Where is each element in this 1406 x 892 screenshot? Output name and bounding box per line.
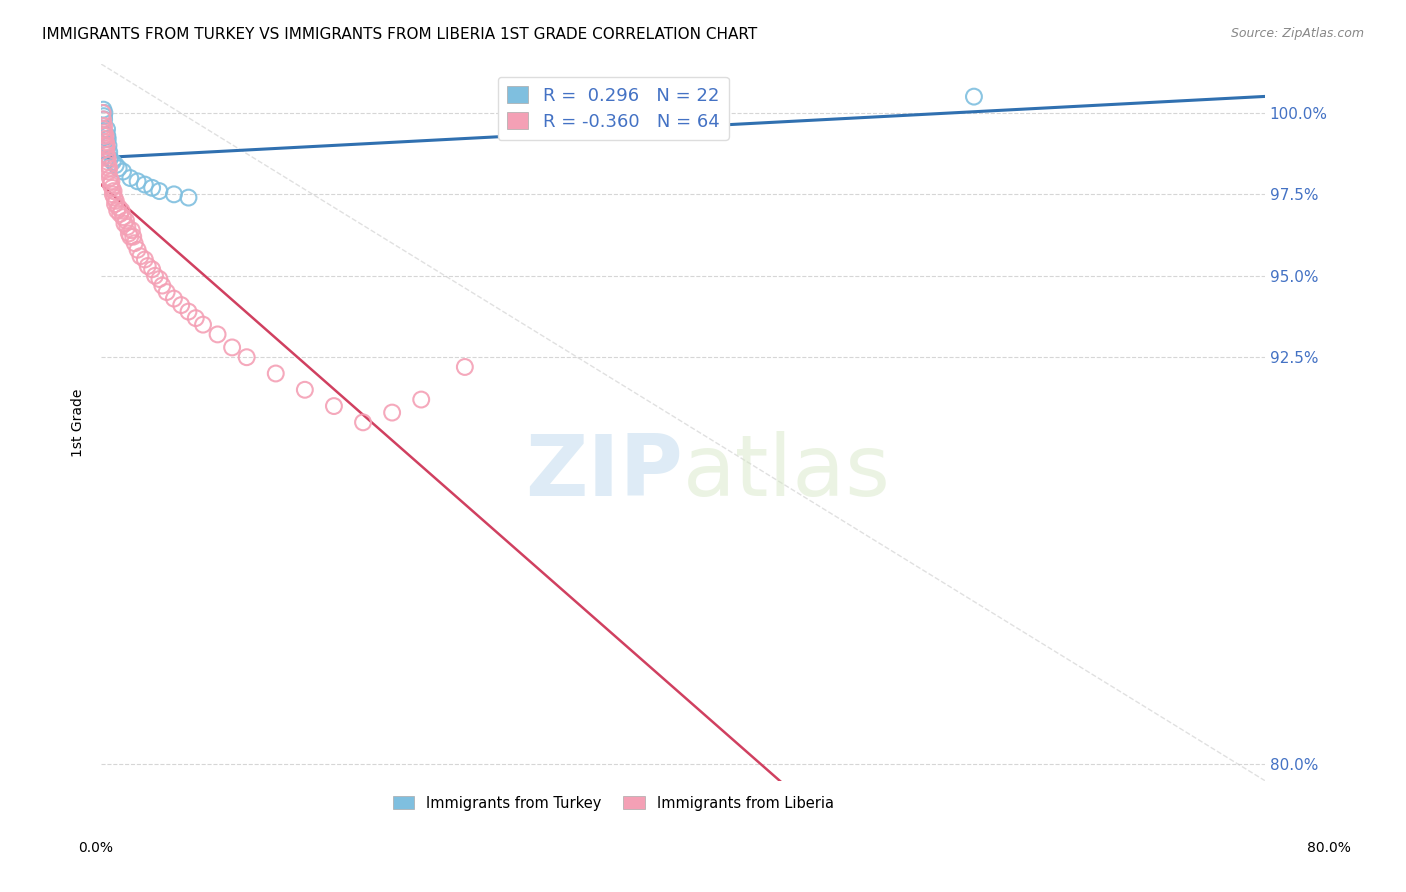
Point [100, 178, 122, 192]
Point [148, 272, 170, 286]
Point [170, 298, 193, 312]
Point [94, 138, 117, 153]
Point [101, 154, 124, 169]
Point [96, 148, 118, 162]
Point [110, 203, 132, 218]
Point [381, 406, 404, 420]
Point [94, 132, 117, 146]
Point [114, 217, 136, 231]
Point [134, 252, 156, 267]
Point [124, 236, 146, 251]
Point [105, 203, 128, 218]
Point [98, 171, 121, 186]
Point [127, 174, 149, 188]
Point [97, 132, 120, 146]
Point [150, 278, 173, 293]
Text: 80.0%: 80.0% [1306, 841, 1351, 855]
Point [141, 262, 163, 277]
Point [177, 191, 200, 205]
Point [207, 327, 229, 342]
Point [120, 171, 142, 186]
Point [136, 259, 159, 273]
Point [108, 207, 131, 221]
Point [97, 158, 120, 172]
Point [98, 152, 121, 166]
Point [91, 112, 114, 127]
Point [104, 197, 127, 211]
Point [93, 122, 115, 136]
Point [98, 145, 121, 159]
Point [115, 213, 138, 227]
Point [98, 161, 121, 176]
Point [156, 285, 179, 299]
Point [454, 359, 477, 374]
Point [323, 399, 346, 413]
Text: atlas: atlas [683, 431, 891, 514]
Point [163, 187, 186, 202]
Point [96, 142, 118, 156]
Text: IMMIGRANTS FROM TURKEY VS IMMIGRANTS FROM LIBERIA 1ST GRADE CORRELATION CHART: IMMIGRANTS FROM TURKEY VS IMMIGRANTS FRO… [42, 27, 758, 42]
Point [93, 106, 115, 120]
Point [121, 223, 143, 237]
Point [91, 106, 114, 120]
Point [191, 318, 214, 332]
Point [129, 249, 152, 263]
Point [103, 184, 125, 198]
Text: Source: ZipAtlas.com: Source: ZipAtlas.com [1230, 27, 1364, 40]
Point [97, 152, 120, 166]
Point [96, 128, 118, 143]
Point [112, 164, 135, 178]
Point [235, 350, 257, 364]
Point [93, 125, 115, 139]
Y-axis label: 1st Grade: 1st Grade [72, 388, 86, 457]
Text: 0.0%: 0.0% [79, 841, 112, 855]
Point [93, 119, 115, 133]
Point [294, 383, 316, 397]
Point [264, 367, 287, 381]
Point [352, 415, 374, 429]
Point [96, 154, 118, 169]
Point [96, 122, 118, 136]
Point [120, 229, 142, 244]
Point [100, 174, 122, 188]
Point [177, 304, 200, 318]
Point [148, 184, 170, 198]
Point [101, 187, 124, 202]
Point [107, 200, 129, 214]
Point [94, 128, 117, 143]
Point [93, 128, 115, 143]
Point [141, 181, 163, 195]
Point [411, 392, 433, 407]
Point [104, 158, 127, 172]
Point [97, 138, 120, 153]
Point [101, 181, 124, 195]
Point [963, 89, 986, 103]
Point [221, 341, 243, 355]
Point [97, 164, 120, 178]
Point [143, 268, 166, 283]
Point [93, 112, 115, 127]
Point [107, 161, 129, 176]
Point [104, 194, 127, 208]
Point [96, 138, 118, 153]
Point [112, 210, 135, 224]
Point [93, 103, 115, 117]
Point [118, 227, 141, 241]
Point [117, 219, 139, 234]
Point [122, 229, 145, 244]
Point [127, 243, 149, 257]
Point [134, 178, 156, 192]
Point [163, 292, 186, 306]
Text: ZIP: ZIP [526, 431, 683, 514]
Point [103, 191, 125, 205]
Point [93, 109, 115, 123]
Point [184, 311, 207, 326]
Point [94, 135, 117, 149]
Legend: Immigrants from Turkey, Immigrants from Liberia: Immigrants from Turkey, Immigrants from … [387, 789, 839, 816]
